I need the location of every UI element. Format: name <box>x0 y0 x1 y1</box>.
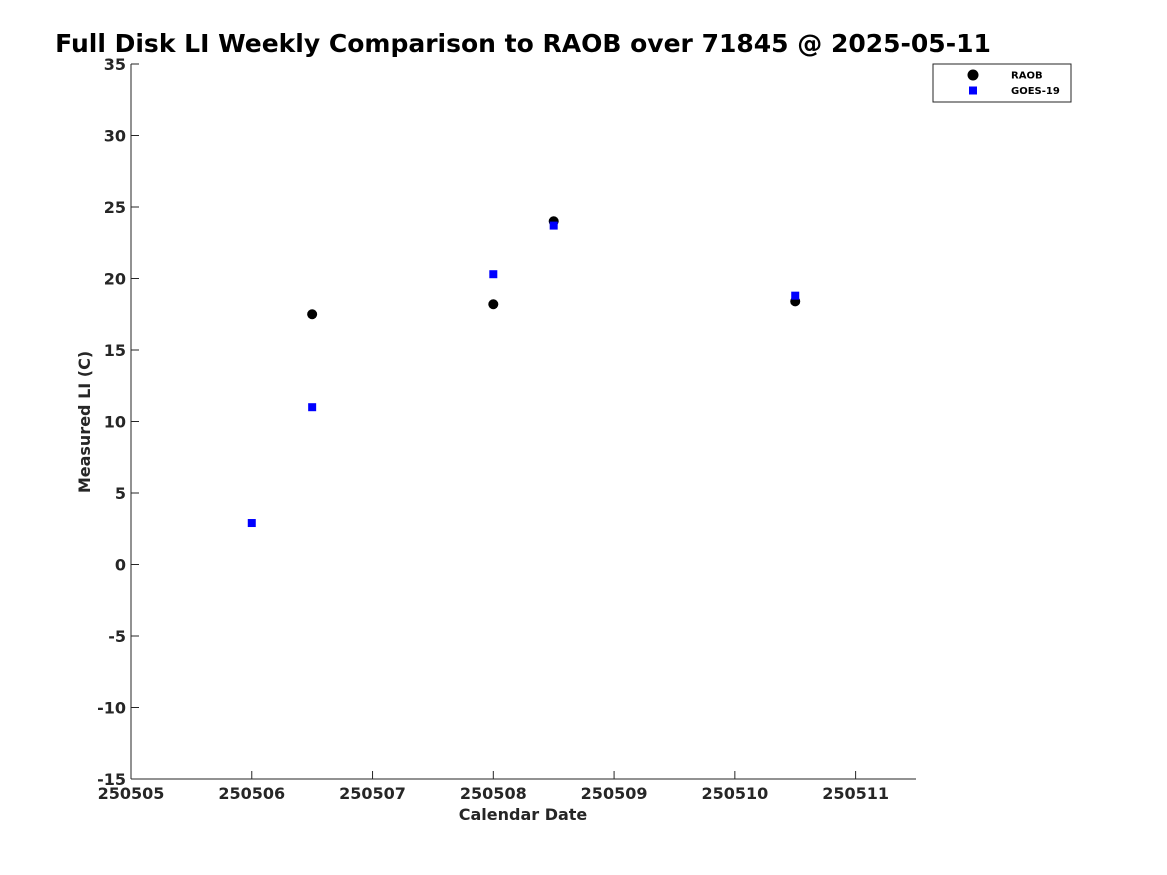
y-tick-label: 15 <box>104 341 126 360</box>
y-tick-label: -10 <box>97 699 126 718</box>
x-axis-label: Calendar Date <box>459 805 588 824</box>
x-tick-label: 250505 <box>98 784 165 803</box>
x-tick-label: 250508 <box>460 784 527 803</box>
y-tick-label: 25 <box>104 198 126 217</box>
y-tick-label: 0 <box>115 556 126 575</box>
legend-marker-raob <box>967 69 979 81</box>
data-point-goes-19 <box>549 221 558 230</box>
plot-area: 250505 250506 250507 250508 250509 250510 2505… <box>97 55 916 803</box>
y-tick-label: 20 <box>104 270 126 289</box>
legend-box <box>932 63 1072 103</box>
y-tick-label: -15 <box>97 770 126 789</box>
y-tick-label: 10 <box>104 413 126 432</box>
y-tick-label: 35 <box>104 55 126 74</box>
legend: RAOB GOES-19 <box>932 63 1072 103</box>
x-tick-label: 250510 <box>701 784 768 803</box>
data-points <box>247 216 801 528</box>
data-point-goes-19 <box>247 519 256 528</box>
legend-label-goes-19: GOES-19 <box>1011 86 1060 97</box>
legend-marker-goes-19 <box>969 86 977 95</box>
legend-label-raob: RAOB <box>1011 71 1043 82</box>
y-axis-ticks: -15 -10 -5 0 5 10 15 20 25 30 35 <box>97 55 139 789</box>
y-tick-label: 30 <box>104 127 126 146</box>
y-tick-label: -5 <box>108 627 126 646</box>
y-tick-label: 5 <box>115 484 126 503</box>
data-point-goes-19 <box>308 403 317 412</box>
x-axis-ticks: 250505 250506 250507 250508 250509 250510 2505… <box>98 771 889 803</box>
y-axis-label: Measured LI (C) <box>75 351 94 493</box>
data-point-raob <box>307 309 318 320</box>
data-point-raob <box>488 299 499 310</box>
x-tick-label: 250509 <box>581 784 648 803</box>
x-tick-label: 250511 <box>822 784 889 803</box>
x-tick-label: 250506 <box>218 784 285 803</box>
chart-title: Full Disk LI Weekly Comparison to RAOB o… <box>55 29 991 58</box>
x-tick-label: 250507 <box>339 784 406 803</box>
data-point-goes-19 <box>791 291 800 300</box>
data-point-goes-19 <box>489 270 498 279</box>
